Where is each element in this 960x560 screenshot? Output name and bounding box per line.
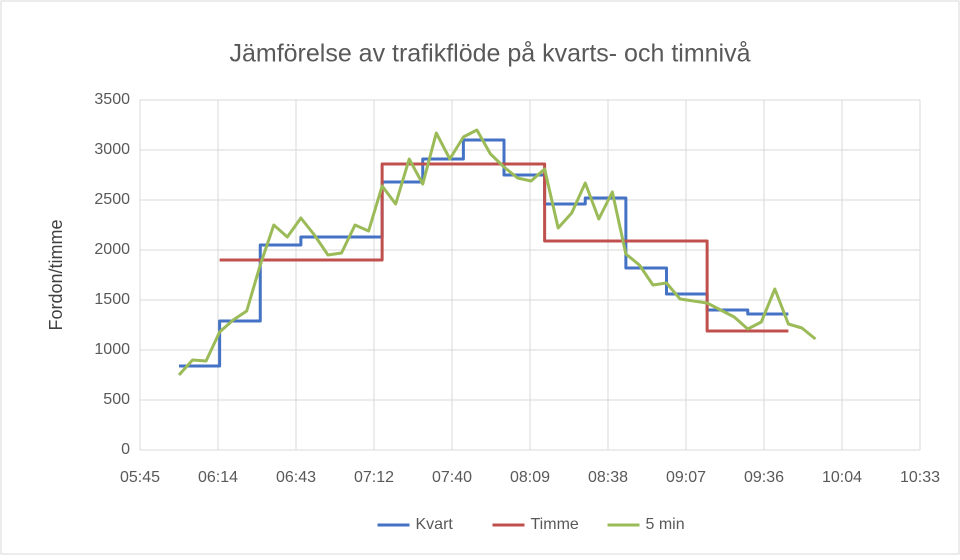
y-tick-label: 3500 (94, 91, 130, 108)
series-line (177, 128, 817, 377)
y-tick-label: 1500 (94, 291, 130, 308)
x-tick-label: 09:07 (666, 469, 706, 486)
x-tick-label: 10:04 (822, 469, 862, 486)
series-line (219, 162, 789, 333)
x-tick-label: 05:45 (120, 469, 160, 486)
y-tick-label: 1000 (94, 341, 130, 358)
legend-label: Timme (531, 516, 579, 533)
y-tick-label: 0 (121, 441, 130, 458)
y-tick-label: 500 (103, 391, 130, 408)
y-tick-label: 2500 (94, 191, 130, 208)
legend-label: 5 min (646, 516, 685, 533)
y-tick-label: 2000 (94, 241, 130, 258)
legend-label: Kvart (416, 516, 454, 533)
x-tick-label: 08:38 (588, 469, 628, 486)
x-tick-label: 07:12 (354, 469, 394, 486)
series-line (179, 138, 789, 368)
x-tick-label: 09:36 (744, 469, 784, 486)
x-tick-label: 06:14 (198, 469, 238, 486)
x-tick-label: 07:40 (432, 469, 472, 486)
x-tick-label: 08:09 (510, 469, 550, 486)
chart-title: Jämförelse av trafikflöde på kvarts- och… (229, 40, 750, 68)
y-tick-label: 3000 (94, 141, 130, 158)
y-axis-label: Fordon/timme (46, 219, 66, 330)
x-tick-label: 10:33 (900, 469, 940, 486)
x-tick-label: 06:43 (276, 469, 316, 486)
